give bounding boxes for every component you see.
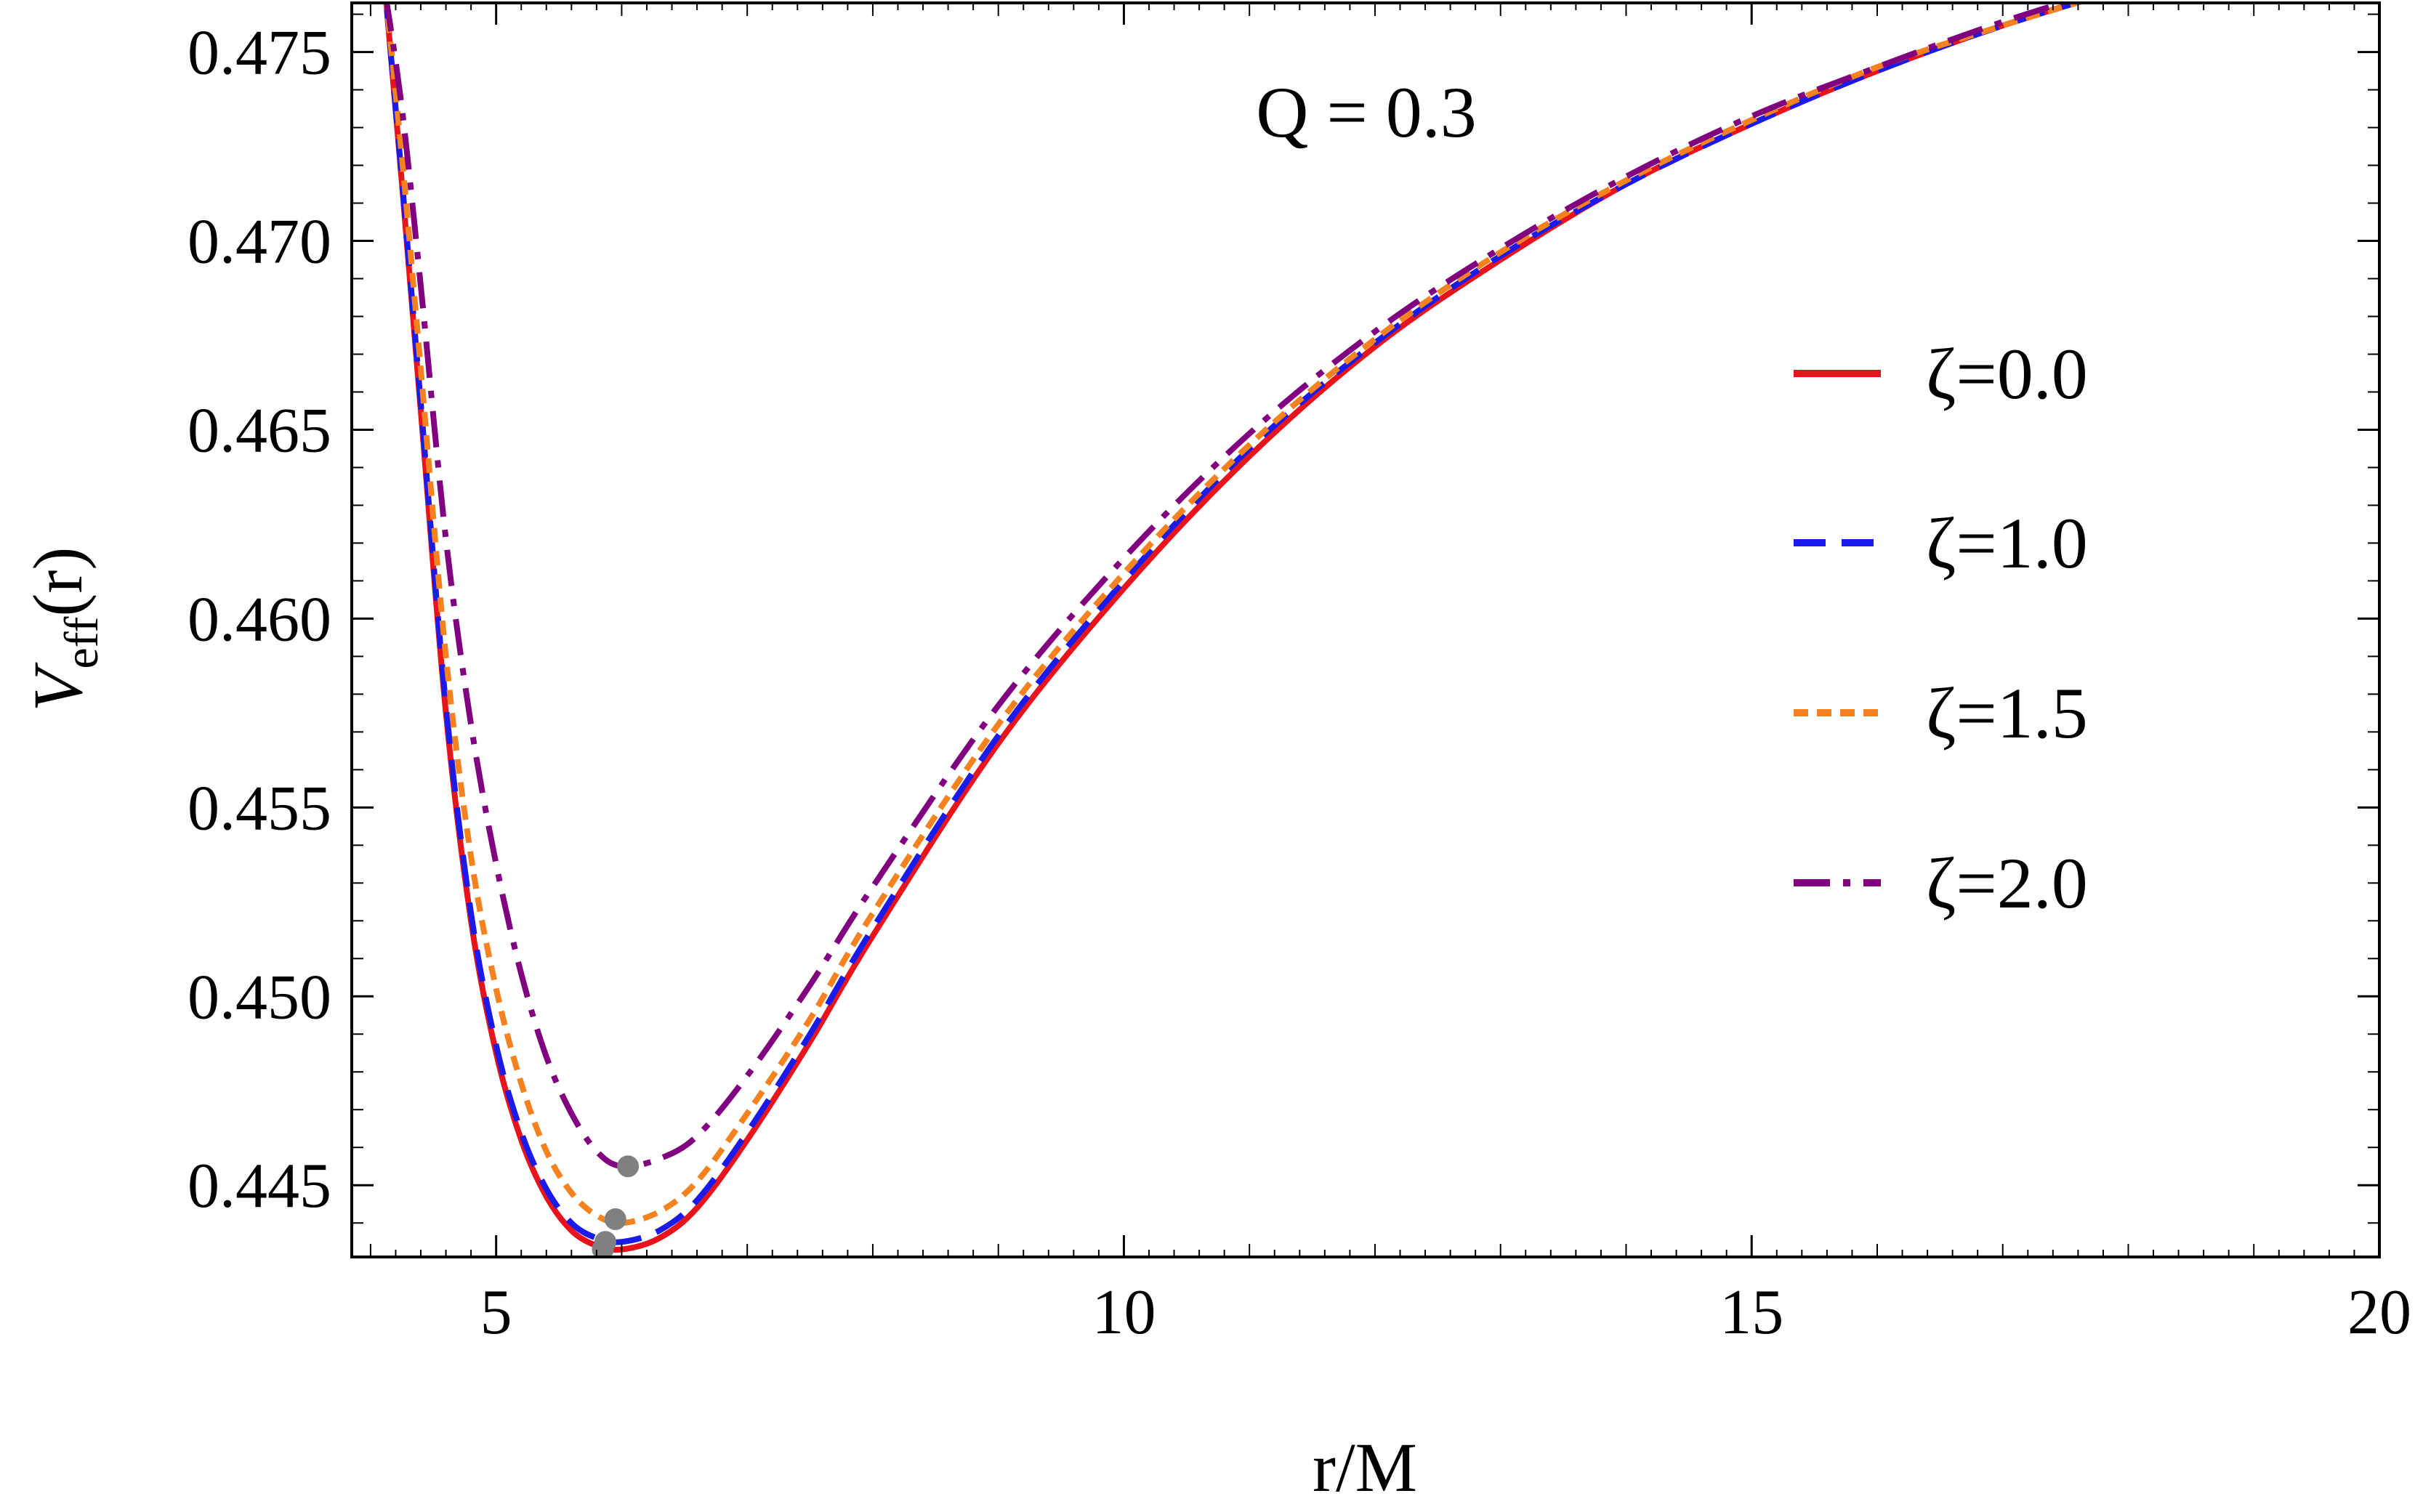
y-tick-label: 0.460 <box>188 584 331 655</box>
series-line-3 <box>384 3 2073 1170</box>
y-axis-title-main: V <box>19 662 97 711</box>
legend-label-1: ζ=1.0 <box>1926 503 2088 583</box>
y-axis-title-tail: (r) <box>19 547 97 617</box>
y-tick-label: 0.470 <box>188 207 331 278</box>
series-layer <box>383 3 2087 1253</box>
y-axis-title: Veff(r) <box>19 547 108 712</box>
minimum-points-layer <box>592 1155 640 1257</box>
minimum-point-2 <box>604 1208 626 1231</box>
minimum-point-1 <box>594 1231 616 1253</box>
legend: ζ=0.0 ζ=1.0 ζ=1.5 ζ=2.0 <box>1794 333 2088 923</box>
y-tick-label: 0.445 <box>188 1151 331 1221</box>
legend-label-3: ζ=2.0 <box>1926 843 2088 923</box>
tick-labels-layer: 5 10 15 20 0.445 0.450 0.455 0.460 0.465 0.470 0.4… <box>188 18 2411 1348</box>
svg-text:Veff(r): Veff(r) <box>19 547 108 712</box>
x-tick-label: 15 <box>1720 1277 1783 1348</box>
x-tick-label: 5 <box>480 1277 512 1348</box>
y-tick-label: 0.475 <box>188 18 331 89</box>
ticks-layer <box>352 3 2381 1257</box>
annotation-label: Q = 0.3 <box>1256 72 1477 153</box>
x-tick-label: 10 <box>1092 1277 1156 1348</box>
y-tick-label: 0.465 <box>188 395 331 466</box>
minimum-point-3 <box>617 1155 640 1178</box>
series-line-1 <box>383 3 2087 1245</box>
plot-frame <box>350 1 2381 1258</box>
x-tick-label: 20 <box>2347 1277 2411 1348</box>
x-axis-title: r/M <box>1313 1428 1417 1506</box>
legend-label-0: ζ=0.0 <box>1926 333 2088 414</box>
legend-label-2: ζ=1.5 <box>1926 673 2088 753</box>
y-tick-label: 0.450 <box>188 962 331 1032</box>
y-tick-label: 0.455 <box>188 773 331 844</box>
y-axis-title-sub: eff <box>55 617 108 669</box>
